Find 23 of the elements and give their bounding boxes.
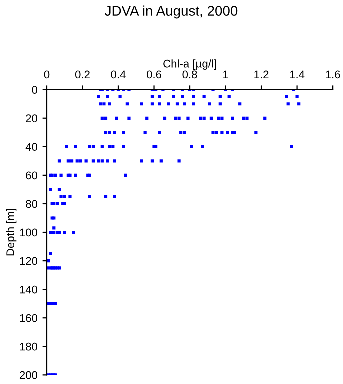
y-tick-label: 120 — [20, 257, 38, 266]
x-tick-label: 0.4 — [111, 70, 126, 79]
y-axis-title: Depth [m] — [6, 209, 17, 256]
y-tick-label: 20 — [26, 114, 38, 123]
x-tick-label: 1.4 — [290, 70, 305, 79]
y-tick-label: 100 — [20, 228, 38, 237]
y-tick-label: 180 — [20, 342, 38, 351]
chart-title: JDVA in August, 2000 — [105, 6, 238, 19]
x-tick-label: 0 — [44, 70, 50, 79]
y-tick-label: 80 — [26, 200, 38, 208]
x-tick-label: 0.2 — [75, 70, 90, 79]
x-tick-label: 0.6 — [146, 70, 162, 79]
y-tick-label: 200 — [20, 371, 38, 380]
y-tick-label: 40 — [26, 143, 38, 152]
y-tick-label: 0 — [32, 86, 38, 94]
x-tick-label: 1.2 — [254, 70, 269, 79]
x-axis-title: Chl-a [µg/l] — [164, 60, 216, 70]
x-tick-label: 1.6 — [326, 70, 340, 79]
x-tick-label: 0.8 — [182, 70, 198, 79]
y-tick-label: 160 — [20, 314, 38, 322]
x-tick-label: 1 — [224, 70, 228, 79]
y-tick-label: 140 — [20, 286, 38, 294]
y-tick-label: 60 — [26, 172, 38, 180]
